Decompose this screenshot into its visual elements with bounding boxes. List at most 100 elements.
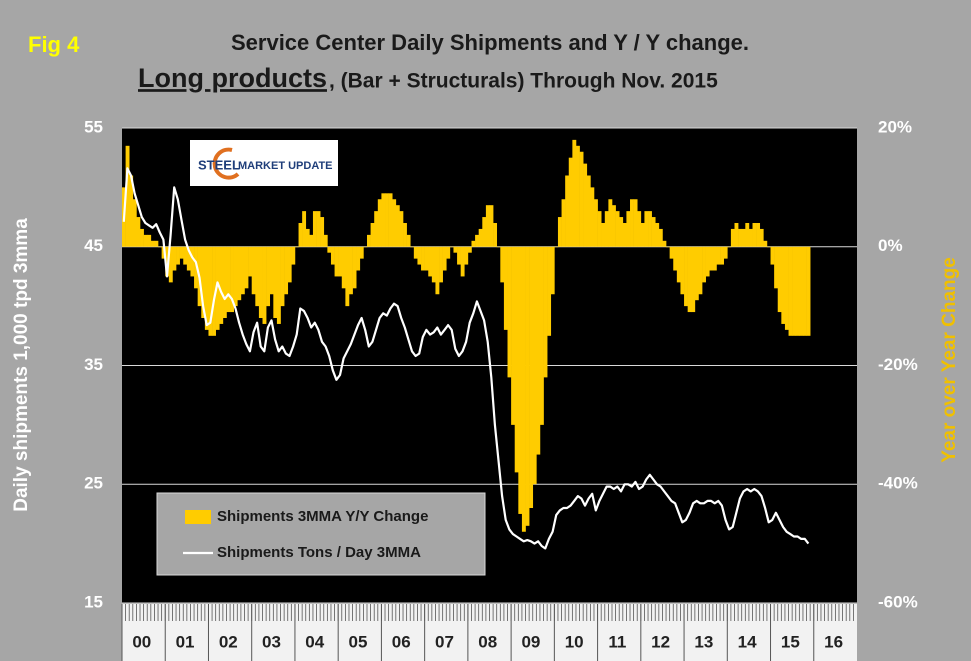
bar (442, 246, 447, 271)
bar (727, 246, 732, 248)
bar (212, 246, 216, 336)
bar (266, 246, 271, 307)
bar (496, 246, 501, 248)
bar (392, 199, 397, 247)
x-tick-label: 03 (262, 632, 281, 651)
bar (428, 246, 433, 277)
bar (766, 246, 771, 248)
bar (219, 246, 224, 324)
bar (684, 246, 688, 307)
y2-tick-label: -20% (878, 355, 918, 374)
bar (172, 246, 177, 271)
bar (752, 223, 757, 247)
chart-title: Service Center Daily Shipments and Y / Y… (231, 30, 749, 55)
bar (460, 246, 465, 277)
bar (341, 246, 346, 289)
bar (370, 223, 375, 247)
bar (514, 246, 519, 473)
bar (222, 246, 227, 318)
bar (626, 211, 631, 247)
bar (348, 246, 353, 295)
bar (601, 223, 606, 247)
bar (345, 246, 350, 307)
bar (312, 211, 317, 247)
bar (453, 246, 458, 253)
x-tick-label: 08 (478, 632, 497, 651)
bar (579, 151, 584, 247)
bar (806, 246, 811, 336)
y-tick-label: 15 (84, 592, 103, 611)
bar (770, 246, 775, 265)
bar (464, 246, 469, 265)
bar (255, 246, 260, 307)
bar (568, 157, 573, 247)
bar (395, 205, 400, 247)
bar (168, 246, 173, 283)
legend-swatch (185, 510, 211, 524)
title-emphasis: Long products (138, 63, 327, 93)
subtitle: , (Bar + Structurals) Through Nov. 2015 (329, 70, 718, 93)
y2-axis-title: Year over Year Change (939, 257, 960, 463)
y2-tick-label: -40% (878, 474, 918, 493)
bar (673, 246, 678, 271)
bar (738, 228, 743, 247)
bar (284, 246, 289, 295)
bar (201, 246, 206, 318)
bar (158, 246, 162, 248)
bar (633, 199, 638, 247)
y2-tick-label: 20% (878, 117, 912, 136)
bar (269, 246, 274, 295)
logo-arc (212, 147, 240, 180)
bar (143, 234, 148, 247)
bar (784, 246, 789, 330)
bar (150, 240, 155, 247)
bar (435, 246, 440, 295)
line (122, 167, 810, 550)
bar (543, 246, 548, 378)
bar (615, 211, 620, 247)
bar (132, 199, 137, 247)
bar (788, 246, 793, 336)
legend-label: Shipments 3MMA Y/Y Change (217, 508, 428, 525)
bar (781, 246, 786, 324)
bar (273, 246, 278, 318)
x-tick-label: 07 (435, 632, 454, 651)
bar (176, 246, 180, 265)
figure-label: Fig 4 (28, 32, 80, 57)
bar (327, 246, 332, 253)
bar (655, 223, 660, 247)
bar (651, 217, 656, 247)
bar (413, 246, 418, 259)
bar (485, 205, 490, 247)
bar (730, 228, 735, 247)
bar (179, 246, 184, 259)
bar (482, 217, 487, 247)
bar (586, 175, 591, 247)
bar (687, 246, 692, 313)
bar (507, 246, 512, 378)
bar (280, 246, 285, 307)
bar (572, 139, 577, 247)
bar (233, 246, 238, 307)
bar (561, 199, 566, 247)
bar (774, 246, 779, 289)
bar (230, 246, 234, 313)
bar (471, 240, 476, 247)
bar (536, 246, 541, 455)
x-tick-label: 10 (565, 632, 584, 651)
x-tick-label: 02 (219, 632, 238, 651)
bar (493, 223, 498, 247)
bar (316, 211, 321, 247)
bar (417, 246, 422, 265)
bar (792, 246, 797, 336)
bar (748, 228, 753, 247)
bar (431, 246, 436, 283)
bar (309, 234, 314, 247)
bar (226, 246, 231, 313)
bar (457, 246, 461, 265)
bar (637, 211, 642, 247)
bar (258, 246, 263, 318)
bar (547, 246, 552, 336)
bar (406, 234, 411, 247)
